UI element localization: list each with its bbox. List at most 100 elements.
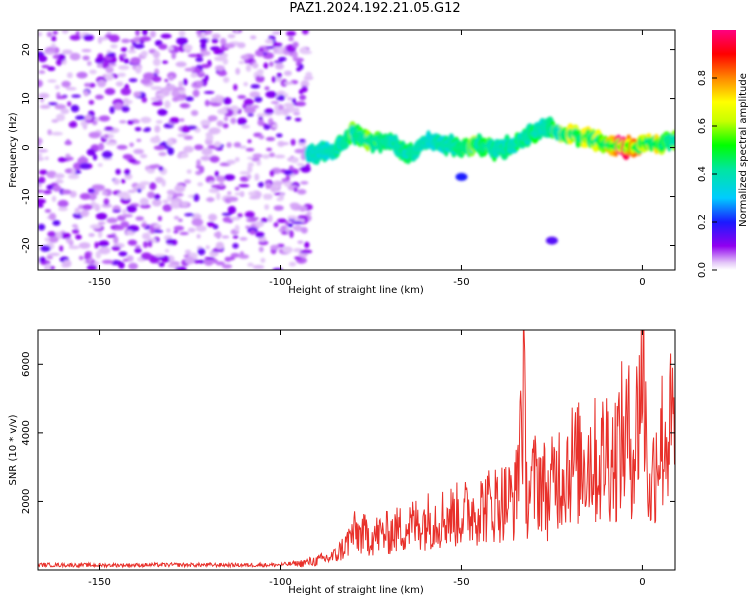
noise-speckle bbox=[97, 163, 103, 167]
colorbar-tick-label: 0.6 bbox=[697, 118, 708, 134]
noise-speckle bbox=[102, 61, 110, 69]
noise-speckle bbox=[162, 199, 169, 204]
noise-speckle bbox=[203, 258, 214, 266]
noise-speckle bbox=[167, 147, 175, 156]
noise-speckle bbox=[260, 217, 269, 223]
noise-speckle bbox=[165, 238, 176, 245]
noise-speckle bbox=[214, 170, 219, 177]
noise-speckle bbox=[164, 100, 171, 109]
noise-speckle bbox=[62, 49, 73, 55]
noise-speckle bbox=[108, 63, 117, 67]
noise-speckle bbox=[255, 221, 264, 228]
noise-speckle bbox=[91, 184, 104, 190]
noise-speckle bbox=[49, 236, 59, 243]
noise-speckle bbox=[197, 182, 204, 187]
noise-speckle bbox=[103, 198, 110, 206]
noise-speckle bbox=[171, 89, 180, 98]
noise-speckle bbox=[154, 125, 161, 133]
noise-speckle bbox=[142, 232, 151, 240]
noise-speckle bbox=[155, 176, 164, 184]
noise-speckle bbox=[306, 211, 312, 216]
noise-speckle bbox=[167, 46, 174, 51]
noise-speckle bbox=[117, 72, 126, 77]
noise-speckle bbox=[84, 114, 93, 121]
noise-speckle bbox=[272, 180, 283, 186]
noise-speckle bbox=[158, 151, 167, 157]
noise-speckle bbox=[276, 62, 283, 70]
noise-speckle bbox=[52, 30, 58, 35]
noise-speckle bbox=[84, 251, 91, 260]
noise-speckle bbox=[70, 104, 80, 113]
noise-speckle bbox=[265, 91, 277, 98]
noise-speckle bbox=[213, 48, 225, 55]
noise-speckle bbox=[273, 47, 279, 54]
y-tick-label: 6000 bbox=[21, 352, 32, 377]
noise-speckle bbox=[295, 101, 306, 107]
noise-speckle bbox=[109, 34, 120, 43]
noise-speckle bbox=[285, 175, 291, 181]
noise-speckle bbox=[147, 168, 155, 174]
noise-speckle bbox=[177, 133, 189, 138]
noise-speckle bbox=[264, 108, 274, 115]
noise-speckle bbox=[54, 85, 60, 90]
noise-speckle bbox=[127, 120, 135, 125]
noise-speckle bbox=[135, 30, 140, 36]
noise-speckle bbox=[128, 78, 138, 83]
noise-speckle bbox=[109, 106, 115, 114]
noise-speckle bbox=[244, 106, 256, 114]
noise-speckle bbox=[82, 204, 93, 211]
noise-speckle bbox=[250, 217, 259, 220]
noise-speckle bbox=[38, 149, 49, 153]
noise-speckle bbox=[249, 91, 261, 98]
noise-speckle bbox=[287, 97, 293, 101]
noise-speckle bbox=[79, 211, 87, 217]
noise-speckle bbox=[92, 154, 98, 161]
noise-speckle bbox=[78, 255, 84, 261]
x-tick-label: -50 bbox=[453, 577, 469, 588]
noise-speckle bbox=[49, 252, 61, 256]
noise-speckle bbox=[97, 230, 103, 238]
noise-speckle bbox=[106, 217, 118, 224]
snr-xlabel: Height of straight line (km) bbox=[288, 585, 424, 596]
noise-speckle bbox=[234, 224, 240, 232]
noise-speckle bbox=[134, 247, 142, 254]
noise-speckle bbox=[258, 47, 265, 52]
noise-speckle bbox=[38, 176, 46, 184]
noise-speckle bbox=[164, 79, 169, 82]
noise-speckle bbox=[120, 178, 126, 184]
noise-speckle bbox=[106, 234, 116, 238]
noise-speckle bbox=[88, 100, 95, 105]
noise-speckle bbox=[199, 38, 209, 44]
noise-speckle bbox=[140, 50, 148, 57]
noise-speckle bbox=[245, 225, 250, 229]
noise-speckle bbox=[130, 57, 141, 65]
noise-speckle bbox=[226, 159, 236, 165]
noise-speckle bbox=[294, 148, 306, 154]
noise-speckle bbox=[51, 131, 63, 136]
noise-speckle bbox=[254, 96, 263, 103]
noise-speckle bbox=[158, 166, 164, 172]
noise-speckle bbox=[200, 119, 211, 126]
spectrogram-ylabel: Frequency (Hz) bbox=[8, 112, 19, 188]
noise-speckle bbox=[82, 55, 90, 61]
noise-speckle bbox=[262, 193, 273, 199]
noise-speckle bbox=[274, 154, 286, 159]
noise-speckle bbox=[122, 258, 129, 262]
noise-speckle bbox=[139, 36, 152, 42]
noise-speckle bbox=[127, 49, 137, 54]
noise-speckle bbox=[59, 232, 71, 239]
noise-speckle bbox=[112, 209, 121, 213]
noise-speckle bbox=[58, 206, 68, 212]
noise-speckle bbox=[224, 43, 236, 49]
noise-speckle bbox=[196, 234, 201, 239]
noise-speckle bbox=[147, 191, 155, 199]
noise-speckle bbox=[234, 192, 245, 196]
noise-speckle bbox=[164, 248, 170, 253]
noise-speckle bbox=[221, 264, 233, 269]
noise-speckle bbox=[38, 153, 43, 157]
noise-speckle bbox=[69, 52, 81, 61]
noise-speckle bbox=[176, 37, 188, 46]
noise-speckle bbox=[78, 242, 91, 249]
noise-speckle bbox=[98, 142, 105, 151]
noise-speckle bbox=[290, 158, 299, 164]
